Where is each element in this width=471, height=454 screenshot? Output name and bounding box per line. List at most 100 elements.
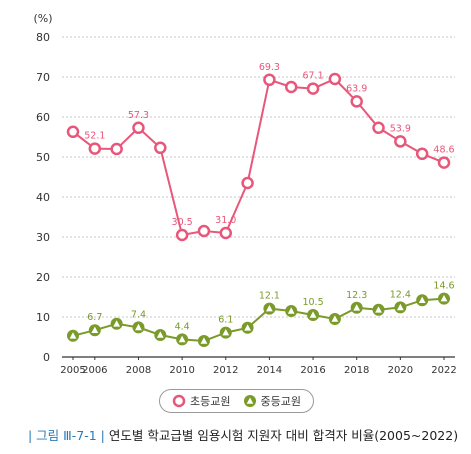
- data-point: [88, 324, 101, 337]
- data-point-triangle: [353, 304, 361, 311]
- data-point-triangle: [156, 331, 164, 338]
- data-point: [132, 121, 145, 135]
- data-point: [328, 72, 342, 86]
- legend-item-elementary: 초등교원: [172, 393, 231, 409]
- data-label: 63.9: [346, 83, 367, 94]
- data-point: [394, 135, 407, 148]
- legend-label-elementary: 초등교원: [190, 395, 231, 408]
- figure-title: 연도별 학교급별 임용시험 지원자 대비 합격자 비율(2005~2022): [108, 428, 459, 443]
- data-label: 10.5: [302, 297, 323, 308]
- data-label: 4.4: [175, 321, 190, 332]
- y-axis-label: (%): [33, 12, 52, 25]
- data-label: 48.6: [433, 145, 454, 156]
- data-point: [394, 301, 407, 314]
- data-point: [110, 317, 123, 330]
- figure-caption: | 그림 Ⅲ-7-1 | 연도별 학교급별 임용시험 지원자 대비 합격자 비율…: [28, 425, 458, 444]
- data-label: 12.1: [259, 291, 280, 302]
- data-point: [219, 226, 233, 240]
- data-label: 67.1: [302, 71, 323, 82]
- data-point: [241, 176, 254, 190]
- data-label: 12.3: [346, 290, 367, 301]
- data-point-triangle: [113, 320, 121, 327]
- data-point-triangle: [244, 324, 251, 331]
- data-point: [415, 147, 429, 161]
- data-point: [241, 321, 254, 334]
- series-line-1: [72, 297, 445, 343]
- data-label: 53.9: [390, 123, 411, 134]
- data-point-triangle: [178, 335, 186, 343]
- data-point: [285, 305, 298, 317]
- data-point: [154, 141, 167, 155]
- x-tick-label: 2018: [344, 365, 369, 376]
- data-point: [306, 82, 320, 95]
- x-tick-label: 2006: [82, 365, 107, 376]
- data-label: 6.1: [218, 315, 233, 326]
- data-point: [307, 309, 320, 321]
- data-point-triangle: [69, 332, 77, 339]
- y-tick-label: 0: [43, 351, 50, 364]
- data-point: [263, 73, 276, 87]
- y-tick-label: 50: [36, 151, 50, 164]
- legend-circle-marker-icon: [172, 394, 186, 408]
- data-point: [263, 302, 276, 315]
- legend: 초등교원 중등교원: [159, 389, 314, 413]
- y-tick-label: 60: [36, 111, 50, 124]
- data-point: [372, 303, 385, 316]
- data-point: [197, 335, 210, 347]
- y-tick-label: 20: [36, 271, 50, 284]
- data-point: [88, 142, 102, 155]
- data-point-triangle: [396, 303, 404, 311]
- legend-triangle-marker-icon: [243, 395, 256, 407]
- x-tick-label: 2008: [126, 365, 151, 376]
- data-point: [110, 142, 123, 156]
- y-tick-label: 10: [36, 311, 50, 324]
- data-point-triangle: [440, 295, 448, 302]
- x-tick-label: 2014: [257, 365, 282, 376]
- data-label: 52.1: [84, 131, 105, 142]
- data-point-triangle: [266, 305, 273, 312]
- legend-item-secondary: 중등교원: [243, 393, 301, 409]
- y-axis-ticks: 0 10 20 30 40 50 60 70 80: [36, 31, 50, 364]
- data-point: [437, 156, 451, 169]
- data-label: 12.4: [390, 289, 411, 300]
- x-tick-label: 2012: [213, 365, 238, 376]
- data-point: [372, 121, 385, 135]
- data-label: 30.5: [172, 217, 193, 228]
- data-point: [197, 224, 211, 238]
- data-point: [219, 326, 232, 339]
- data-point: [350, 301, 363, 314]
- data-point: [66, 125, 80, 139]
- data-label: 7.4: [131, 309, 146, 320]
- data-point: [328, 313, 341, 325]
- data-point-triangle: [91, 326, 99, 333]
- data-label: 31.0: [215, 215, 236, 226]
- x-tick-label: 2020: [388, 365, 413, 376]
- data-label: 57.3: [128, 110, 149, 121]
- data-point: [132, 321, 145, 334]
- data-point-triangle: [287, 307, 295, 314]
- data-point-triangle: [222, 329, 230, 336]
- data-point: [67, 329, 79, 342]
- data-point: [176, 333, 189, 346]
- data-point-triangle: [135, 323, 142, 331]
- y-tick-label: 30: [36, 231, 50, 244]
- y-tick-label: 70: [36, 71, 50, 84]
- grid-lines: [62, 36, 455, 358]
- y-tick-label: 80: [36, 31, 50, 44]
- data-point: [284, 80, 298, 94]
- data-label: 69.3: [259, 62, 280, 73]
- data-point-triangle: [331, 315, 339, 322]
- data-point: [438, 292, 450, 305]
- data-point: [416, 294, 429, 307]
- data-label: 14.6: [433, 281, 454, 292]
- data-point-triangle: [200, 337, 208, 344]
- x-tick-label: 2022: [431, 365, 456, 376]
- x-tick-label: 2005: [60, 365, 85, 376]
- data-label: 6.7: [87, 312, 102, 323]
- data-point: [154, 329, 167, 341]
- y-tick-label: 40: [36, 191, 50, 204]
- data-point: [350, 95, 363, 108]
- data-point-triangle: [309, 311, 317, 318]
- series-group: 52.1 57.3 30.5 31.0 69.3 67.1 63.9 53.9 48.6 6.7 7…: [66, 62, 455, 347]
